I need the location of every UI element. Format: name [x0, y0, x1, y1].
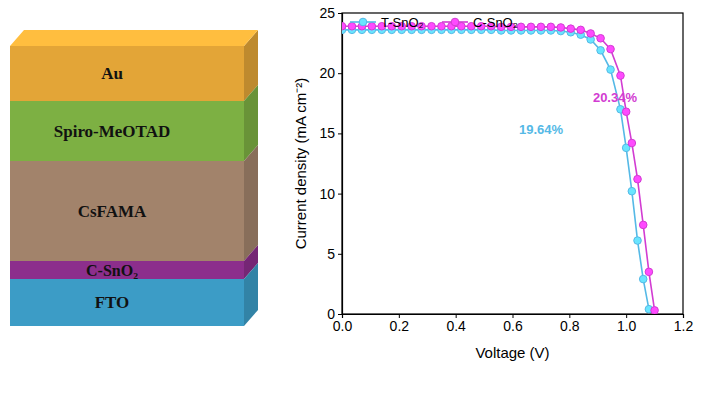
figure: AuSpiro-MeOTADCsFAMAC-SnO₂FTO0.00.20.40.…	[0, 0, 706, 397]
legend: T-SnO₂ C-SnO₂	[350, 15, 518, 30]
series-line	[342, 26, 655, 310]
y-tick-mark	[338, 133, 342, 134]
x-tick: 0.8	[560, 314, 580, 334]
legend-marker	[359, 18, 367, 26]
layer-front	[10, 279, 244, 326]
device-diagram: Au Spiro-MeOTAD CsFAMA C-SnO₂ FTO	[10, 30, 258, 326]
x-tick: 1.0	[617, 314, 637, 334]
series-marker	[607, 45, 615, 53]
y-axis: 0 5 10 15 20 25	[319, 5, 342, 322]
y-tick-label: 0	[327, 306, 335, 322]
x-tick-label: 0.4	[446, 318, 466, 334]
plot-frame	[342, 13, 683, 314]
y-axis-title: Current density (mA cm⁻²)	[292, 78, 309, 250]
y-tick-mark	[338, 194, 342, 195]
layer-side	[244, 145, 258, 261]
y-axis-line	[338, 14, 343, 315]
series-marker	[577, 26, 585, 34]
x-tick: 0.6	[503, 314, 523, 334]
plot-area	[342, 22, 658, 314]
y-tick-mark	[338, 254, 342, 255]
y-tick-mark	[338, 13, 342, 14]
annotation: 19.64%	[519, 122, 564, 137]
series-marker	[617, 72, 625, 80]
series-marker	[597, 34, 605, 42]
series-marker	[527, 23, 535, 31]
y-tick-mark	[338, 73, 342, 74]
y-tick: 20	[319, 65, 342, 81]
x-axis: 0.0 0.2 0.4 0.6 0.8 1.0 1.2	[333, 314, 694, 334]
series-marker	[634, 175, 642, 183]
series-marker	[639, 221, 647, 229]
series-marker	[622, 108, 630, 116]
series-marker	[342, 22, 346, 30]
legend-label: C-SnO₂	[473, 15, 518, 30]
annotation: 20.34%	[593, 90, 638, 105]
layer-front	[10, 101, 244, 161]
series-marker	[517, 23, 525, 31]
layer-label: C-SnO₂	[86, 262, 138, 279]
series-marker	[557, 24, 565, 32]
x-tick: 1.2	[674, 314, 694, 334]
y-tick-label: 5	[327, 246, 335, 262]
series-marker	[537, 23, 545, 31]
series-marker	[587, 30, 595, 38]
y-tick-label: 25	[319, 5, 335, 21]
layer-label: CsFAMA	[78, 202, 147, 221]
series-marker	[368, 22, 376, 30]
series-marker	[567, 25, 575, 33]
series-line	[342, 30, 649, 309]
layer-side	[244, 263, 258, 326]
y-tick: 25	[319, 5, 342, 21]
y-tick: 5	[327, 246, 342, 262]
layer-label: Spiro-MeOTAD	[54, 122, 170, 141]
series-marker	[639, 275, 647, 283]
x-axis-title: Voltage (V)	[475, 344, 549, 361]
series-marker	[651, 307, 659, 314]
y-tick-label: 15	[319, 125, 335, 141]
x-tick-label: 0.8	[560, 318, 580, 334]
layer-front	[10, 161, 244, 261]
series-marker	[607, 66, 615, 74]
x-tick: 0.2	[390, 314, 410, 334]
legend-marker	[451, 18, 459, 26]
y-tick-label: 20	[319, 65, 335, 81]
x-tick-label: 1.2	[674, 318, 694, 334]
x-tick-label: 0.6	[503, 318, 523, 334]
legend-label: T-SnO₂	[381, 15, 424, 30]
y-tick: 15	[319, 125, 342, 141]
x-tick-label: 0.2	[390, 318, 410, 334]
y-tick-label: 10	[319, 186, 335, 202]
y-tick: 0	[327, 306, 342, 322]
y-tick-mark	[338, 314, 342, 315]
x-tick-label: 1.0	[617, 318, 637, 334]
layer-label: FTO	[95, 293, 130, 312]
layer-top	[10, 30, 258, 46]
series-marker	[428, 22, 436, 30]
layer-front	[10, 46, 244, 101]
layer-label: Au	[101, 64, 123, 83]
series-marker	[628, 139, 636, 147]
x-tick: 0.4	[446, 314, 466, 334]
x-tick-label: 0.0	[333, 318, 353, 334]
series-marker	[547, 23, 555, 31]
series-marker	[348, 22, 356, 30]
x-tick: 0.0	[333, 314, 353, 334]
series-marker	[645, 268, 653, 276]
series-marker	[634, 237, 642, 245]
series-marker	[597, 47, 605, 55]
layer-front	[10, 261, 244, 279]
series-marker	[628, 187, 636, 195]
y-tick: 10	[319, 186, 342, 202]
series-marker	[438, 22, 446, 30]
